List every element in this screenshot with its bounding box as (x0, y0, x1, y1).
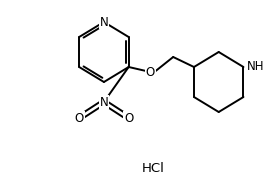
Text: O: O (124, 111, 133, 124)
Text: N: N (99, 96, 108, 108)
Text: HCl: HCl (142, 161, 165, 174)
Text: N: N (99, 15, 108, 29)
Text: O: O (146, 65, 155, 79)
Text: NH: NH (246, 61, 264, 74)
Text: O: O (75, 111, 84, 124)
